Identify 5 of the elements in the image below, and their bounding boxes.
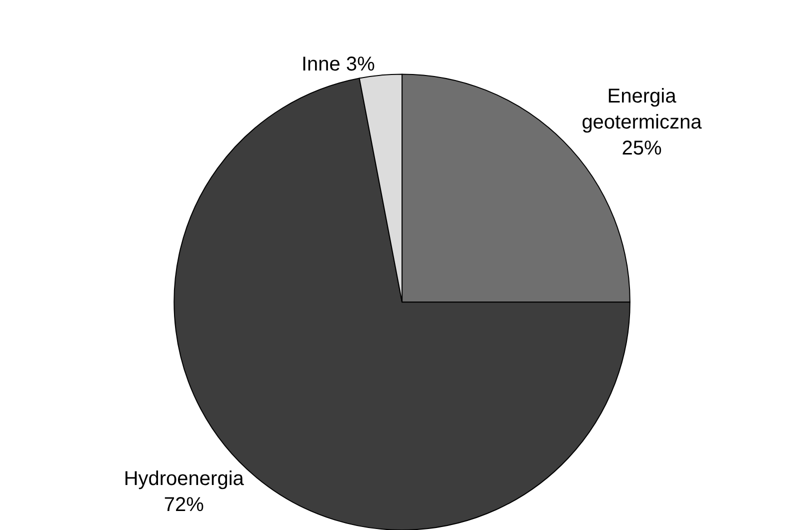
data-label: 72%: [164, 494, 204, 516]
data-label: 25%: [622, 137, 662, 160]
slice-label: Inne 3%: [301, 53, 376, 76]
slice-label: Energia geotermiczna: [582, 85, 703, 134]
slice-label: Hydroenergia: [124, 468, 245, 490]
